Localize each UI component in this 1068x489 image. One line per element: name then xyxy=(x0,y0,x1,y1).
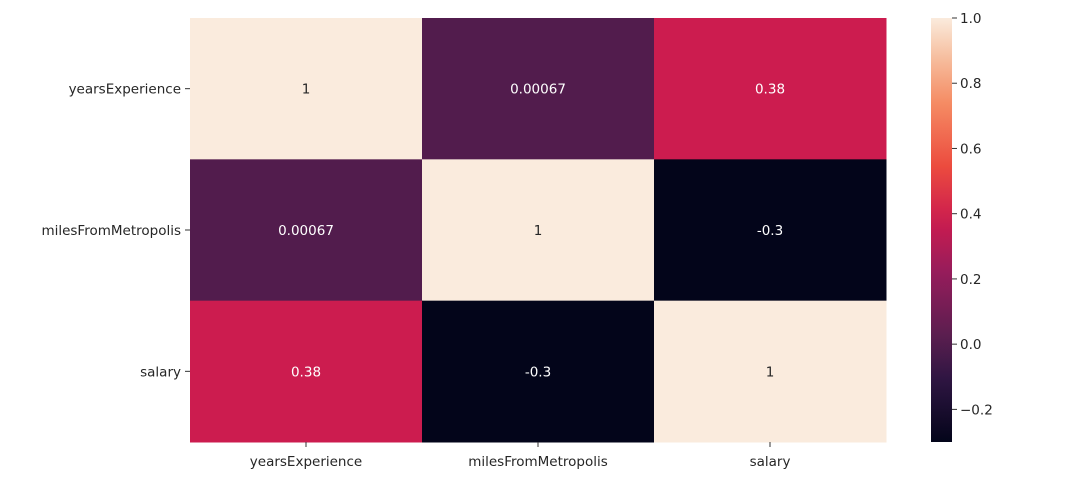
heatmap-cell-r1-c2 xyxy=(654,159,887,302)
heatmap-cell-r0-c2 xyxy=(654,18,887,160)
heatmap-cell-r2-c2 xyxy=(654,300,887,443)
colorbar-tick-label: 0.6 xyxy=(960,141,981,157)
cell-annotation-r2-c1: -0.3 xyxy=(525,364,551,380)
cell-annotation-r1-c2: -0.3 xyxy=(757,223,783,239)
colorbar-gradient xyxy=(931,18,952,442)
heatmap-cell-r0-c1 xyxy=(422,18,655,160)
colorbar-tick-label: −0.2 xyxy=(960,402,993,418)
x-axis: yearsExperience milesFromMetropolis salary xyxy=(250,442,791,470)
colorbar-tick-label: 0.0 xyxy=(960,337,981,353)
heatmap-cell-r0-c0 xyxy=(190,18,423,160)
cell-annotation-r2-c2: 1 xyxy=(766,364,775,380)
colorbar-tick-label: 1.0 xyxy=(960,11,981,27)
heatmap-cell-r2-c1 xyxy=(422,300,655,443)
cell-annotation-r1-c0: 0.00067 xyxy=(278,223,334,239)
heatmap-annotations: 1 0.00067 0.38 0.00067 1 -0.3 0.38 -0.3 1 xyxy=(278,82,785,381)
x-tick-label: salary xyxy=(750,454,791,470)
heatmap-cell-r1-c0 xyxy=(190,159,423,302)
heatmap-cells xyxy=(190,18,887,443)
y-tick-label: yearsExperience xyxy=(69,82,181,98)
cell-annotation-r1-c1: 1 xyxy=(534,223,543,239)
colorbar xyxy=(931,18,952,442)
x-tick-label: yearsExperience xyxy=(250,454,362,470)
heatmap-cell-r2-c0 xyxy=(190,300,423,443)
cell-annotation-r0-c0: 1 xyxy=(302,82,311,98)
colorbar-ticks: −0.2 0.0 0.2 0.4 0.6 0.8 1.0 xyxy=(952,11,993,418)
colorbar-tick-label: 0.2 xyxy=(960,272,981,288)
y-axis: yearsExperience milesFromMetropolis salary xyxy=(41,82,190,380)
y-tick-label: milesFromMetropolis xyxy=(41,223,181,239)
x-tick-label: milesFromMetropolis xyxy=(468,454,608,470)
cell-annotation-r0-c2: 0.38 xyxy=(755,82,785,98)
heatmap-cell-r1-c1 xyxy=(422,159,655,302)
colorbar-tick-label: 0.8 xyxy=(960,76,981,92)
colorbar-tick-label: 0.4 xyxy=(960,207,981,223)
cell-annotation-r2-c0: 0.38 xyxy=(291,364,321,380)
y-tick-label: salary xyxy=(140,364,181,380)
cell-annotation-r0-c1: 0.00067 xyxy=(510,82,566,98)
